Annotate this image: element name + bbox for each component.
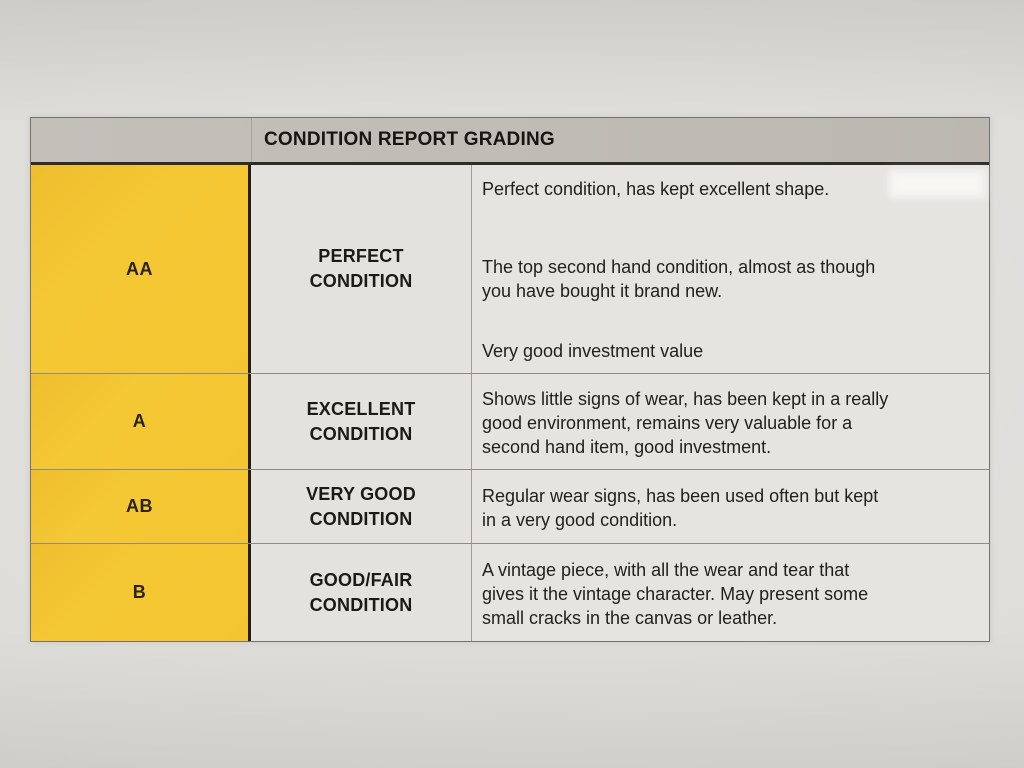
- description-cell: Regular wear signs, has been used often …: [471, 470, 989, 543]
- grade-cell: AA: [31, 165, 251, 373]
- table-header-row: CONDITION REPORT GRADING: [31, 118, 989, 165]
- condition-cell: EXCELLENT CONDITION: [251, 374, 471, 469]
- header-spacer-cell: [31, 118, 251, 162]
- grade-label: AB: [126, 496, 153, 516]
- description-cell: Shows little signs of wear, has been kep…: [471, 374, 989, 469]
- table-row: AB VERY GOOD CONDITION Regular wear sign…: [31, 469, 989, 543]
- description-cell: Perfect condition, has kept excellent sh…: [471, 165, 989, 373]
- condition-label: EXCELLENT CONDITION: [306, 398, 416, 444]
- grade-label: B: [132, 582, 147, 602]
- grade-cell: A: [31, 374, 251, 469]
- table-row: B GOOD/FAIR CONDITION A vintage piece, w…: [31, 543, 989, 641]
- table-title: CONDITION REPORT GRADING: [251, 118, 989, 162]
- description-paragraph: Regular wear signs, has been used often …: [482, 485, 879, 530]
- condition-label: GOOD/FAIR CONDITION: [309, 569, 413, 615]
- description-paragraph: The top second hand condition, almost as…: [482, 257, 876, 301]
- condition-grading-table: CONDITION REPORT GRADING AA PERFECT COND…: [30, 117, 990, 642]
- description-paragraph: A vintage piece, with all the wear and t…: [482, 559, 869, 628]
- condition-cell: PERFECT CONDITION: [251, 165, 471, 373]
- condition-label: VERY GOOD CONDITION: [306, 483, 416, 529]
- table-row: A EXCELLENT CONDITION Shows little signs…: [31, 373, 989, 469]
- table-row: AA PERFECT CONDITION Perfect condition, …: [31, 165, 989, 373]
- description-paragraph: Perfect condition, has kept excellent sh…: [482, 179, 830, 199]
- description-paragraph: Very good investment value: [482, 341, 704, 361]
- grade-label: AA: [126, 258, 153, 279]
- grade-cell: B: [31, 544, 251, 641]
- description-cell: A vintage piece, with all the wear and t…: [471, 544, 989, 641]
- description-paragraph: Shows little signs of wear, has been kep…: [482, 388, 889, 457]
- condition-cell: GOOD/FAIR CONDITION: [251, 544, 471, 641]
- grade-cell: AB: [31, 470, 251, 543]
- condition-label: PERFECT CONDITION: [309, 246, 413, 291]
- grade-label: A: [132, 411, 147, 431]
- condition-cell: VERY GOOD CONDITION: [251, 470, 471, 543]
